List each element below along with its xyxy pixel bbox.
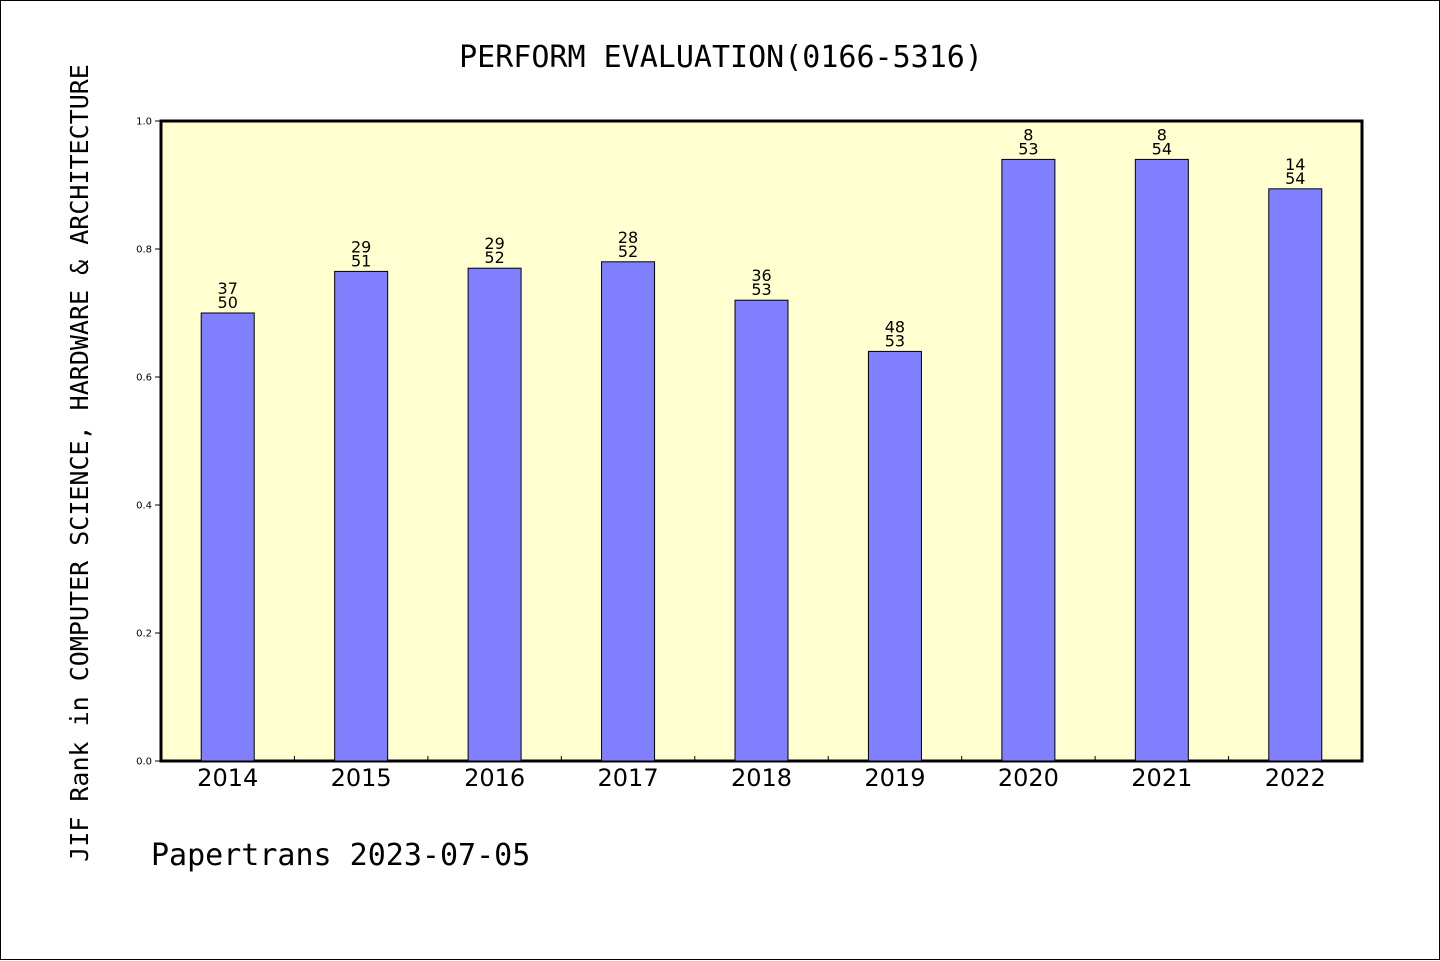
credit-footer: Papertrans 2023-07-05: [151, 838, 530, 873]
bar-rank-label: 48: [885, 317, 905, 336]
x-tick-labels: 2014 2015 2016 2017 2018 2019 2020 2021 2022: [197, 764, 1326, 792]
bar-2018: [734, 299, 789, 762]
x-tick-label: 2019: [864, 764, 925, 792]
y-tick-labels: 0.0 0.2 0.4 0.6 0.8 1.0: [136, 117, 152, 768]
bar-total-label: 50: [218, 293, 238, 312]
bar-2022: [1268, 188, 1323, 762]
bar-rank-label: 29: [351, 237, 371, 256]
y-tick-label: 0.8: [136, 245, 152, 256]
bar-total-label: 53: [1018, 139, 1038, 158]
x-tick-label: 2022: [1265, 764, 1326, 792]
axis-ticks: [155, 120, 1230, 762]
bar-rank-label: 28: [618, 228, 638, 247]
y-tick-label: 0.6: [136, 373, 152, 384]
y-tick-label: 0.2: [136, 629, 152, 640]
x-tick-label: 2017: [598, 764, 659, 792]
bar-total-label: 52: [618, 242, 638, 261]
bar-2017: [601, 261, 656, 762]
y-axis-label: JIF Rank in COMPUTER SCIENCE, HARDWARE &…: [65, 64, 94, 862]
y-tick-label: 1.0: [136, 117, 152, 128]
bar-total-label: 51: [351, 251, 371, 270]
bar-2016: [467, 267, 522, 762]
x-tick-label: 2018: [731, 764, 792, 792]
x-tick-label: 2020: [998, 764, 1059, 792]
bar-rank-label: 8: [1157, 125, 1167, 144]
bar-total-label: 54: [1152, 139, 1172, 158]
bar-2019: [867, 350, 922, 762]
chart-title: PERFORM EVALUATION(0166-5316): [459, 40, 983, 75]
bar-total-label: 53: [885, 331, 905, 350]
bars: [200, 158, 1323, 762]
bar-2021: [1134, 158, 1189, 762]
x-tick-label: 2021: [1131, 764, 1192, 792]
bar-rank-label: 29: [484, 234, 504, 253]
bar-2014: [200, 312, 255, 762]
x-tick-label: 2014: [197, 764, 258, 792]
bar-2015: [334, 270, 389, 762]
bar-total-label: 53: [751, 280, 771, 299]
bar-rank-label: 36: [751, 266, 771, 285]
bar-rank-label: 8: [1023, 125, 1033, 144]
bar-total-label: 52: [484, 248, 504, 267]
y-tick-label: 0.4: [136, 501, 152, 512]
bar-total-label: 54: [1285, 169, 1305, 188]
x-tick-label: 2016: [464, 764, 525, 792]
x-tick-label: 2015: [331, 764, 392, 792]
bar-rank-label: 14: [1285, 155, 1305, 174]
bar-2020: [1001, 158, 1056, 762]
y-tick-label: 0.0: [136, 757, 152, 768]
bar-rank-label: 37: [218, 279, 238, 298]
